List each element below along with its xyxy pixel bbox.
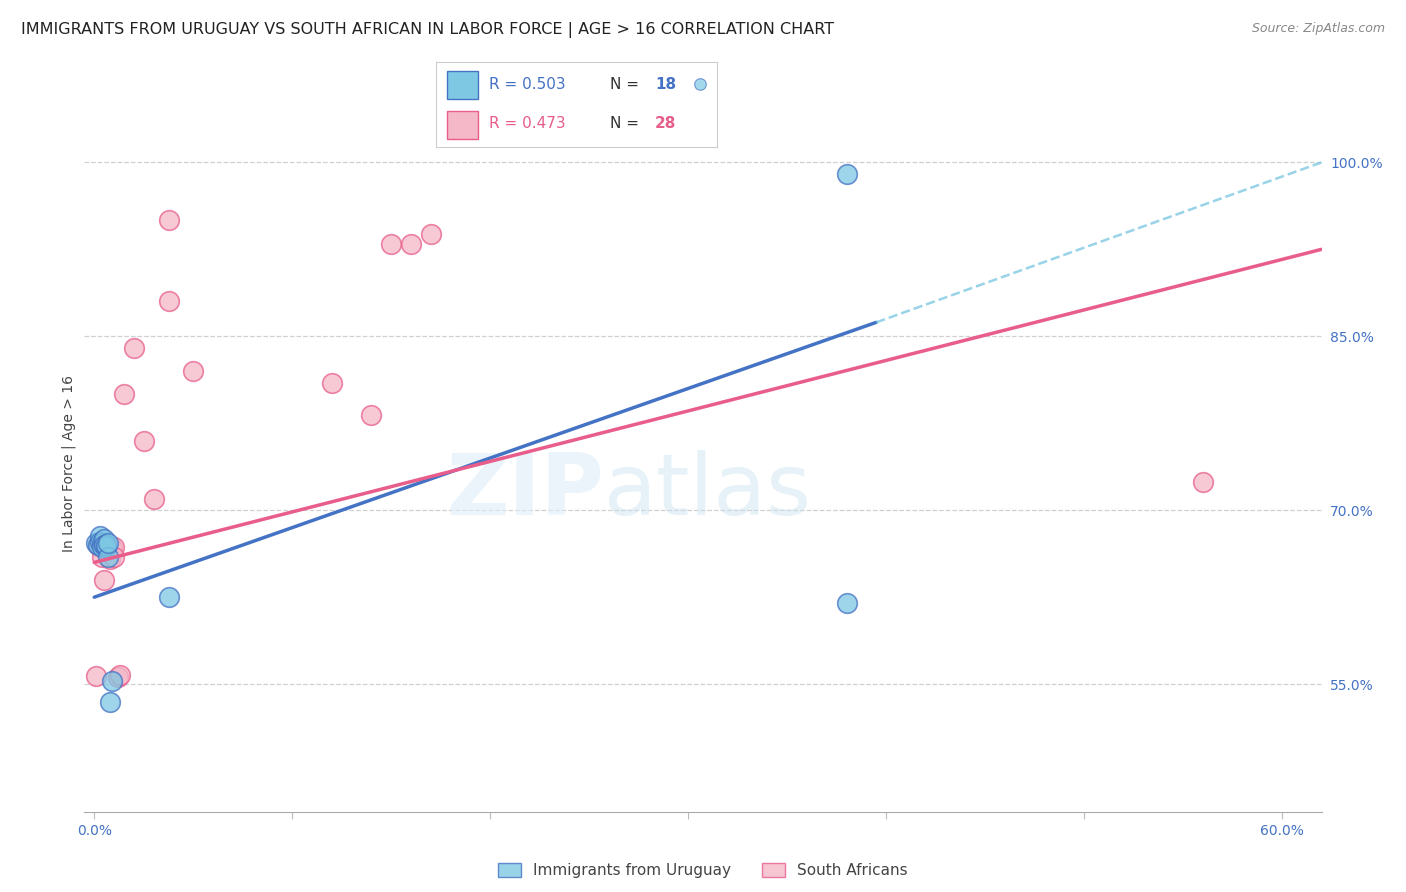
Point bbox=[89, 534, 111, 549]
Text: R = 0.473: R = 0.473 bbox=[489, 116, 565, 131]
Point bbox=[380, 236, 402, 251]
Point bbox=[108, 668, 131, 682]
Point bbox=[87, 538, 110, 552]
Text: atlas: atlas bbox=[605, 450, 813, 533]
Y-axis label: In Labor Force | Age > 16: In Labor Force | Age > 16 bbox=[62, 376, 76, 552]
Point bbox=[84, 669, 107, 683]
Point bbox=[321, 376, 343, 390]
Legend: Immigrants from Uruguay, South Africans: Immigrants from Uruguay, South Africans bbox=[492, 857, 914, 884]
Text: 28: 28 bbox=[655, 116, 676, 131]
Point bbox=[97, 549, 120, 564]
Point bbox=[89, 541, 111, 555]
Point bbox=[91, 549, 114, 564]
Point bbox=[101, 673, 124, 688]
Point bbox=[159, 213, 181, 227]
Point bbox=[94, 541, 117, 555]
Point bbox=[835, 167, 858, 181]
Point bbox=[93, 538, 115, 552]
Point bbox=[93, 538, 115, 552]
Text: N =: N = bbox=[610, 77, 644, 92]
FancyBboxPatch shape bbox=[447, 111, 478, 139]
Point bbox=[93, 538, 115, 552]
Point bbox=[159, 591, 181, 605]
Point bbox=[101, 541, 124, 556]
Point bbox=[159, 294, 181, 309]
Point bbox=[97, 541, 120, 556]
Point bbox=[103, 549, 125, 564]
Point bbox=[98, 694, 121, 708]
Point bbox=[103, 541, 125, 555]
Point bbox=[107, 670, 129, 684]
Point bbox=[181, 364, 204, 378]
Point bbox=[98, 552, 121, 566]
Point bbox=[87, 538, 110, 552]
Point bbox=[84, 535, 107, 549]
Point bbox=[93, 573, 115, 587]
Point bbox=[91, 541, 114, 555]
Point bbox=[142, 491, 165, 506]
Point bbox=[91, 535, 114, 549]
Text: IMMIGRANTS FROM URUGUAY VS SOUTH AFRICAN IN LABOR FORCE | AGE > 16 CORRELATION C: IMMIGRANTS FROM URUGUAY VS SOUTH AFRICAN… bbox=[21, 22, 834, 38]
Text: R = 0.503: R = 0.503 bbox=[489, 77, 565, 92]
Point bbox=[97, 535, 120, 549]
Point bbox=[1192, 475, 1215, 490]
Text: Source: ZipAtlas.com: Source: ZipAtlas.com bbox=[1251, 22, 1385, 36]
Point bbox=[89, 529, 111, 543]
Text: ZIP: ZIP bbox=[446, 450, 605, 533]
Text: 18: 18 bbox=[655, 77, 676, 92]
Point bbox=[419, 227, 441, 242]
Point bbox=[132, 434, 155, 448]
Point bbox=[93, 532, 115, 546]
Point bbox=[112, 387, 135, 401]
Point bbox=[94, 538, 117, 552]
Point bbox=[835, 596, 858, 610]
Text: N =: N = bbox=[610, 116, 644, 131]
Point bbox=[399, 236, 422, 251]
Point bbox=[122, 341, 145, 355]
FancyBboxPatch shape bbox=[447, 71, 478, 99]
Point bbox=[360, 408, 382, 422]
Point bbox=[91, 541, 114, 555]
